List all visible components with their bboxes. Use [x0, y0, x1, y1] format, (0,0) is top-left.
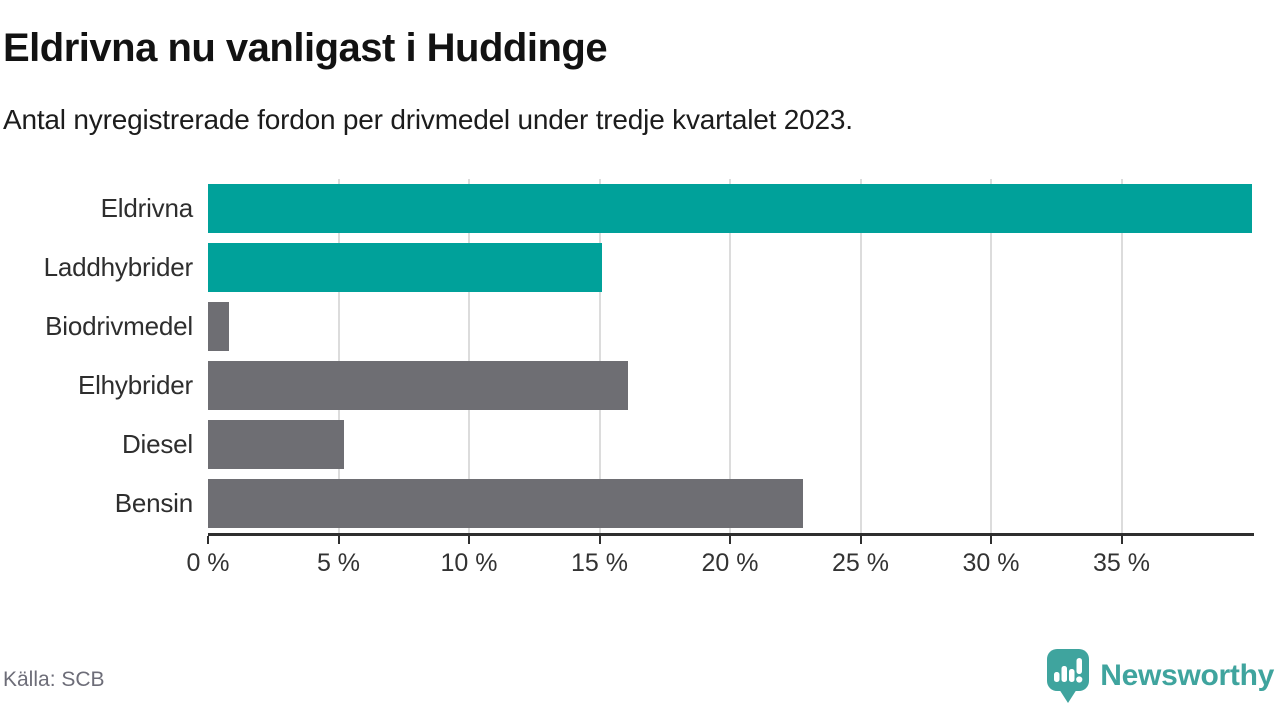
bar	[208, 184, 1252, 233]
gridline	[990, 179, 992, 533]
x-axis-tick-label: 35 %	[1093, 549, 1150, 577]
bar	[208, 361, 629, 410]
category-label: Diesel	[121, 429, 193, 459]
x-axis-tick-label: 20 %	[701, 549, 759, 577]
category-label: Laddhybrider	[43, 252, 194, 282]
plot-area	[208, 179, 1252, 533]
bar	[208, 420, 344, 469]
gridline	[598, 179, 601, 533]
x-axis-tick	[337, 536, 340, 544]
source-note: Källa: SCB	[3, 668, 105, 691]
gridline	[468, 179, 470, 533]
gridline	[337, 179, 340, 533]
x-axis-tick	[729, 536, 731, 544]
newsworthy-barchart-pin-icon	[1047, 649, 1090, 703]
gridline	[729, 179, 731, 533]
bar	[208, 302, 229, 351]
category-label: Biodrivmedel	[45, 311, 193, 341]
gridline	[1120, 179, 1123, 533]
category-label: Eldrivna	[100, 193, 194, 223]
x-axis-tick	[990, 536, 992, 544]
x-axis-tick-label: 15 %	[571, 549, 628, 577]
category-label: Bensin	[114, 488, 194, 518]
y-axis-labels: Eldrivna Laddhybrider Biodrivmedel Elhybrid…	[0, 179, 194, 533]
x-axis-tick-label: 30 %	[962, 549, 1020, 577]
x-axis-tick	[468, 536, 470, 544]
x-axis-tick-label: 10 %	[440, 549, 498, 577]
x-axis-tick	[1120, 536, 1123, 544]
chart-subtitle: Antal nyregistrerade fordon per drivmede…	[3, 104, 853, 135]
newsworthy-logo: Newsworthy	[1046, 648, 1274, 704]
x-axis-line	[208, 533, 1254, 536]
x-axis-tick-label: 5 %	[316, 549, 361, 577]
category-label: Elhybrider	[77, 370, 193, 400]
x-axis-tick-label: 0 %	[186, 549, 230, 577]
bar	[208, 479, 804, 528]
gridline	[859, 179, 862, 533]
newsworthy-wordmark: Newsworthy	[1100, 659, 1274, 692]
x-axis-tick	[598, 536, 601, 544]
chart-title: Eldrivna nu vanligast i Huddinge	[3, 26, 608, 70]
x-axis-tick	[859, 536, 862, 544]
x-axis-tick-label: 25 %	[832, 549, 889, 577]
x-axis-tick	[207, 536, 209, 544]
bar	[208, 243, 603, 292]
